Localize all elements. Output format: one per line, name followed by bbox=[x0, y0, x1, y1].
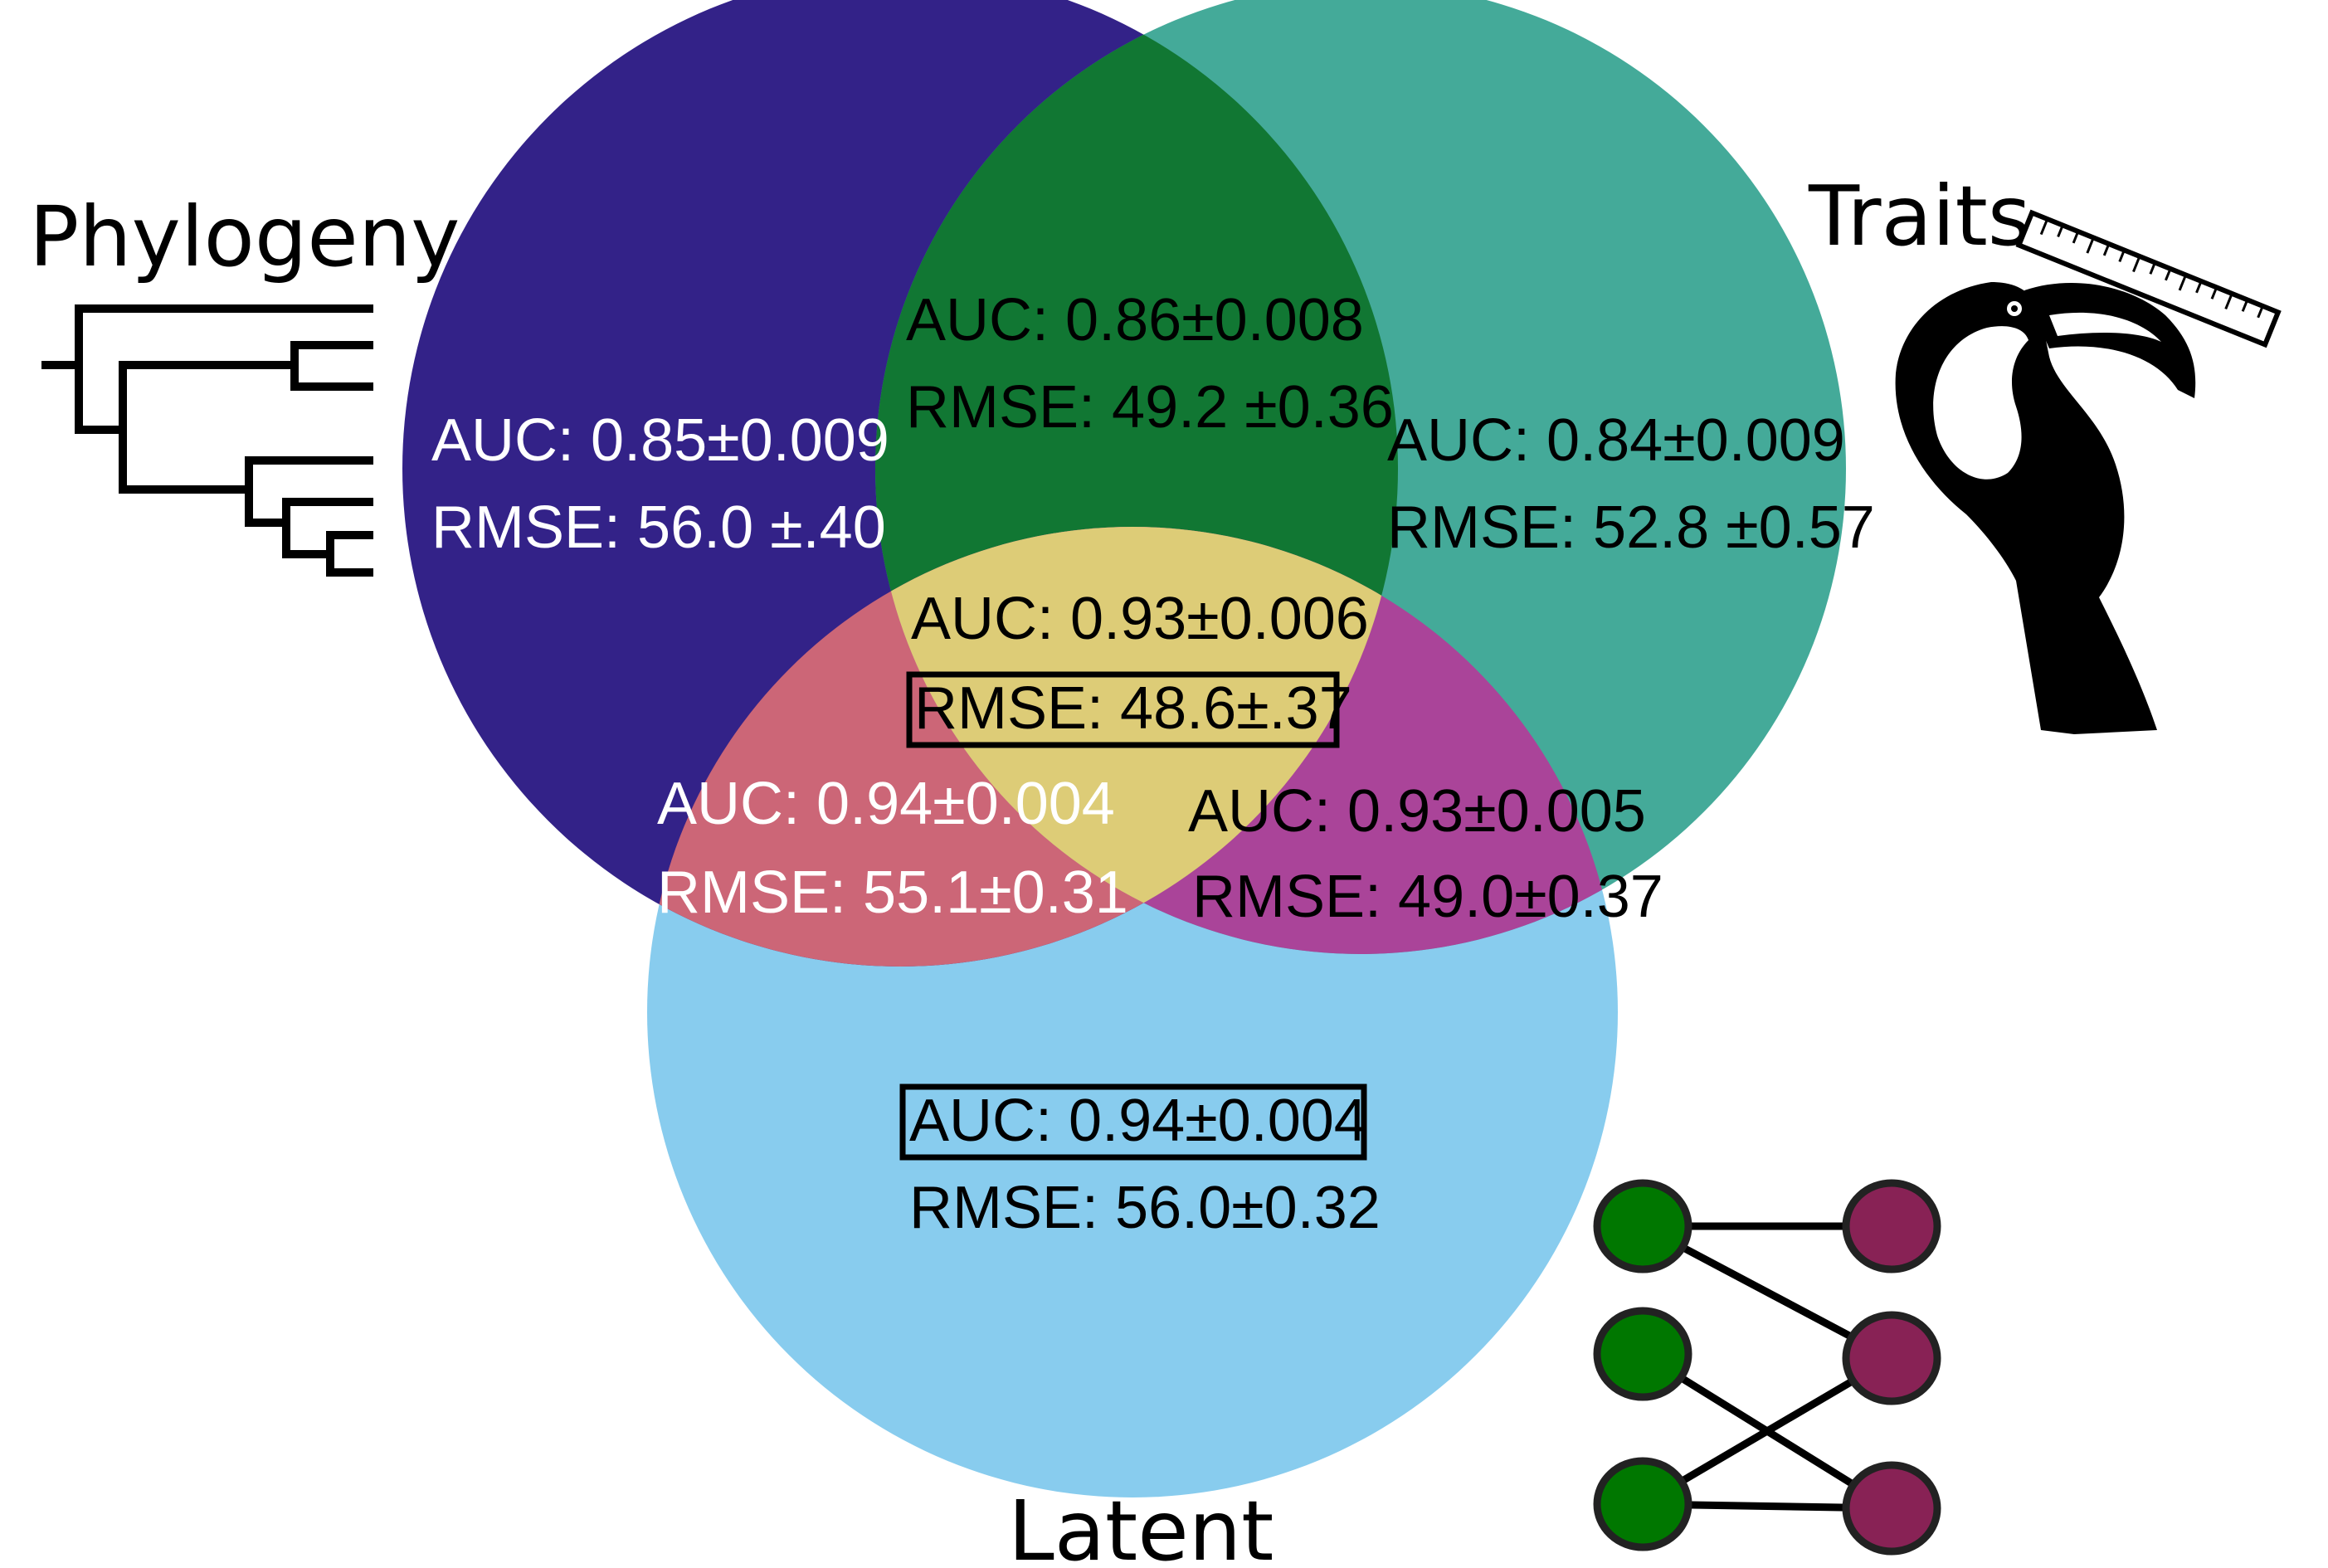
phylogeny-latent-auc: AUC: 0.94±0.004 bbox=[657, 771, 1115, 837]
network-left-node bbox=[1593, 1457, 1692, 1551]
phylogeny-traits-rmse: RMSE: 49.2 ±0.36 bbox=[906, 374, 1394, 441]
latent-only-auc: AUC: 0.94±0.004 bbox=[909, 1088, 1367, 1154]
phylogeny-title: Phylogeny bbox=[29, 188, 460, 285]
latent-only-auc-box bbox=[899, 1083, 1367, 1161]
latent-title: Latent bbox=[1008, 1483, 1274, 1568]
all-three-rmse-box bbox=[906, 671, 1340, 748]
all-three-auc: AUC: 0.93±0.006 bbox=[911, 586, 1369, 652]
latent-only-rmse: RMSE: 56.0±0.32 bbox=[909, 1175, 1381, 1241]
phylogeny-latent-rmse: RMSE: 55.1±0.31 bbox=[657, 859, 1128, 926]
traits-only-auc: AUC: 0.84±0.009 bbox=[1387, 407, 1845, 474]
phylogeny-only-rmse: RMSE: 56.0 ±.40 bbox=[431, 494, 886, 561]
network-right-node bbox=[1842, 1461, 1941, 1556]
phylogeny-traits-auc: AUC: 0.86±0.008 bbox=[906, 287, 1364, 353]
network-right-node bbox=[1842, 1179, 1941, 1273]
traits-latent-auc: AUC: 0.93±0.005 bbox=[1188, 778, 1646, 845]
toucan-with-ruler-icon bbox=[1895, 209, 2282, 734]
traits-latent-rmse: RMSE: 49.0±0.37 bbox=[1192, 864, 1663, 930]
network-left-node bbox=[1593, 1179, 1692, 1273]
phylogeny-only-auc: AUC: 0.85±0.009 bbox=[431, 407, 889, 474]
network-right-node bbox=[1842, 1311, 1941, 1405]
traits-only-rmse: RMSE: 52.8 ±0.57 bbox=[1387, 494, 1875, 561]
bipartite-network-icon bbox=[1593, 1179, 1941, 1556]
phylogenetic-tree-icon bbox=[41, 304, 373, 577]
traits-title: Traits bbox=[1808, 168, 2031, 265]
network-left-node bbox=[1593, 1307, 1692, 1401]
all-three-rmse: RMSE: 48.6±.37 bbox=[914, 675, 1352, 742]
